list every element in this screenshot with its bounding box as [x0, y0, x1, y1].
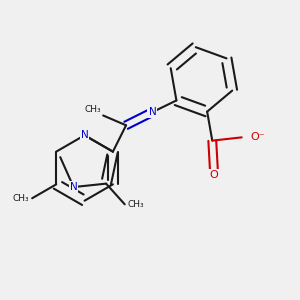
- Text: CH₃: CH₃: [85, 105, 101, 114]
- Text: CH₃: CH₃: [127, 200, 144, 209]
- Text: N: N: [81, 130, 88, 140]
- Text: O: O: [209, 170, 218, 180]
- Text: O⁻: O⁻: [250, 132, 265, 142]
- Text: N: N: [148, 107, 156, 117]
- Text: N: N: [70, 182, 77, 192]
- Text: CH₃: CH₃: [13, 194, 29, 203]
